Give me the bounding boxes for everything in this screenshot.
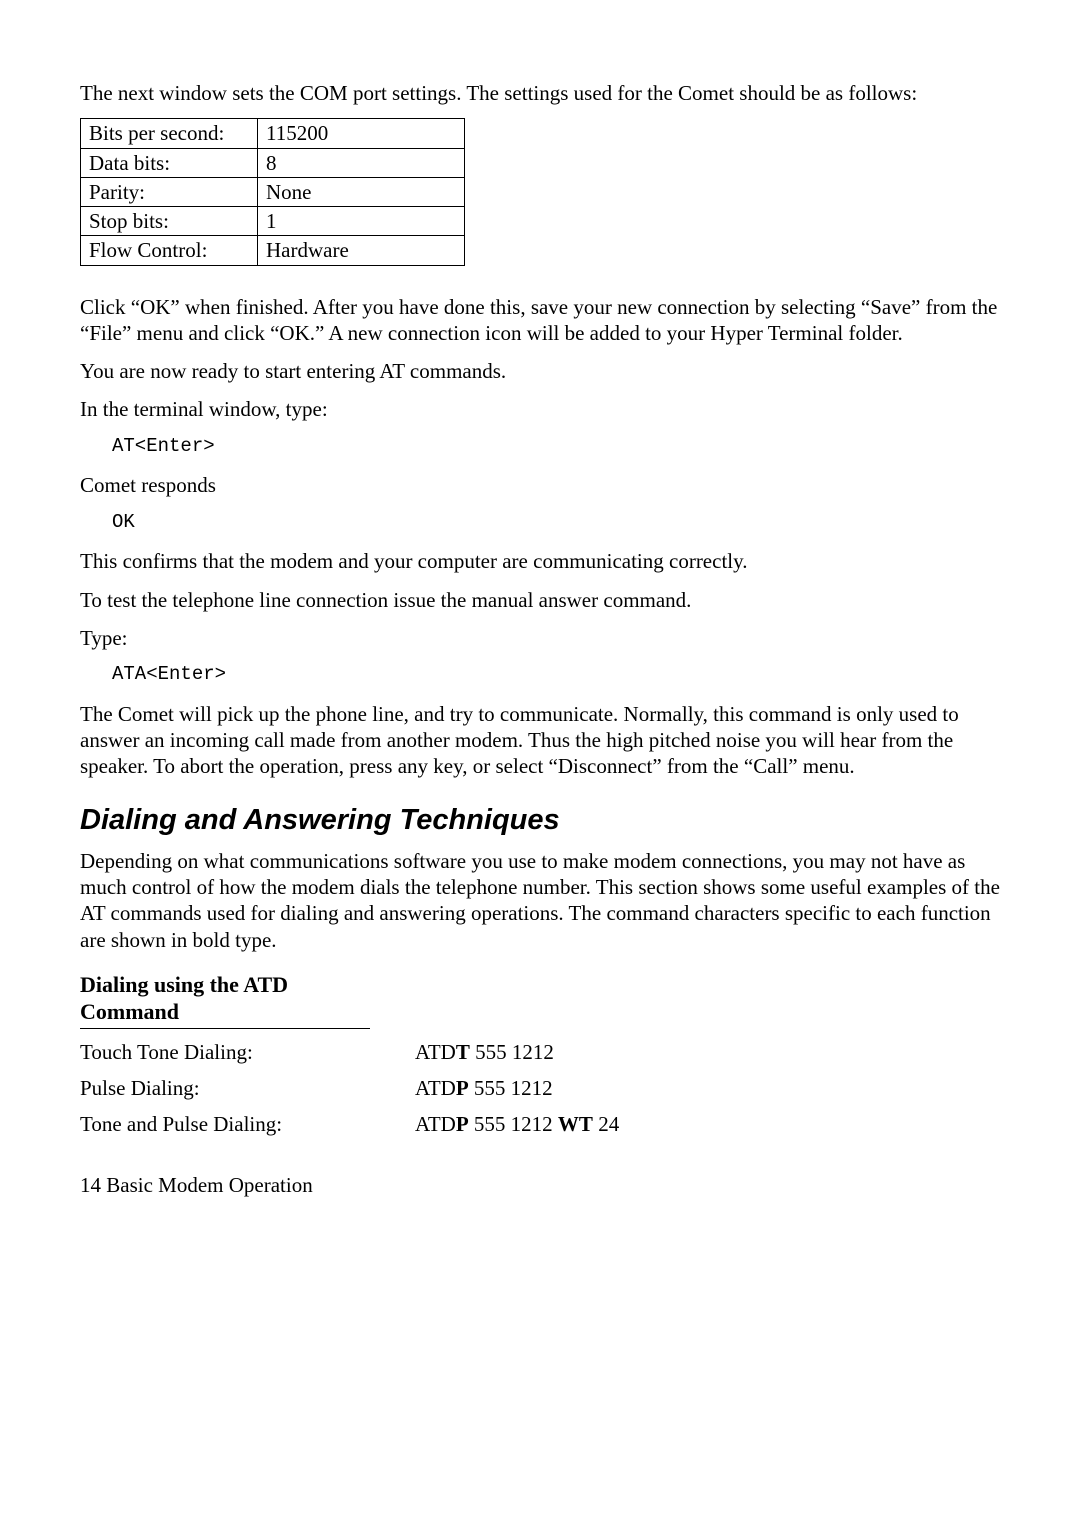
dial-label: Tone and Pulse Dialing: bbox=[80, 1111, 415, 1137]
setting-label: Parity: bbox=[81, 177, 258, 206]
section-heading: Dialing and Answering Techniques bbox=[80, 802, 1000, 838]
dial-bold: T bbox=[579, 1112, 593, 1136]
table-row: Flow Control: Hardware bbox=[81, 236, 465, 265]
dial-row: Pulse Dialing: ATDP 555 1212 bbox=[80, 1075, 1000, 1101]
page-footer: 14 Basic Modem Operation bbox=[80, 1172, 1000, 1198]
paragraph-pickup: The Comet will pick up the phone line, a… bbox=[80, 701, 1000, 780]
dial-row: Tone and Pulse Dialing: ATDP 555 1212 WT… bbox=[80, 1111, 1000, 1137]
com-settings-body: Bits per second: 115200 Data bits: 8 Par… bbox=[81, 119, 465, 265]
command-ata: ATA<Enter> bbox=[112, 663, 1000, 687]
dial-prefix: ATD bbox=[415, 1112, 456, 1136]
dial-row: Touch Tone Dialing: ATDT 555 1212 bbox=[80, 1039, 1000, 1065]
paragraph-ready: You are now ready to start entering AT c… bbox=[80, 358, 1000, 384]
intro-paragraph: The next window sets the COM port settin… bbox=[80, 80, 1000, 106]
paragraph-comet-responds: Comet responds bbox=[80, 472, 1000, 498]
table-row: Parity: None bbox=[81, 177, 465, 206]
dial-value: ATDT 555 1212 bbox=[415, 1039, 554, 1065]
paragraph-test: To test the telephone line connection is… bbox=[80, 587, 1000, 613]
dial-value: ATDP 555 1212 WT 24 bbox=[415, 1111, 619, 1137]
dial-prefix: ATD bbox=[415, 1040, 456, 1064]
setting-label: Flow Control: bbox=[81, 236, 258, 265]
setting-label: Data bits: bbox=[81, 148, 258, 177]
table-row: Bits per second: 115200 bbox=[81, 119, 465, 148]
table-row: Data bits: 8 bbox=[81, 148, 465, 177]
dial-bold: T bbox=[456, 1040, 470, 1064]
table-row: Stop bits: 1 bbox=[81, 207, 465, 236]
setting-value: 1 bbox=[258, 207, 465, 236]
dial-label: Pulse Dialing: bbox=[80, 1075, 415, 1101]
setting-value: 115200 bbox=[258, 119, 465, 148]
section-paragraph: Depending on what communications softwar… bbox=[80, 848, 1000, 953]
dial-tail: 24 bbox=[593, 1112, 619, 1136]
dial-bold: P bbox=[456, 1112, 469, 1136]
dial-mid: 555 1212 bbox=[470, 1040, 554, 1064]
command-at: AT<Enter> bbox=[112, 435, 1000, 459]
paragraph-click-ok: Click “OK” when finished. After you have… bbox=[80, 294, 1000, 347]
command-ok: OK bbox=[112, 511, 1000, 535]
setting-value: Hardware bbox=[258, 236, 465, 265]
dial-value: ATDP 555 1212 bbox=[415, 1075, 553, 1101]
paragraph-confirm: This confirms that the modem and your co… bbox=[80, 548, 1000, 574]
setting-value: None bbox=[258, 177, 465, 206]
setting-label: Stop bits: bbox=[81, 207, 258, 236]
dial-prefix: ATD bbox=[415, 1076, 456, 1100]
com-settings-table: Bits per second: 115200 Data bits: 8 Par… bbox=[80, 118, 465, 265]
sub-heading: Dialing using the ATD Command bbox=[80, 971, 370, 1029]
setting-label: Bits per second: bbox=[81, 119, 258, 148]
dial-mid: 555 1212 bbox=[469, 1076, 553, 1100]
paragraph-terminal: In the terminal window, type: bbox=[80, 396, 1000, 422]
paragraph-type: Type: bbox=[80, 625, 1000, 651]
dial-label: Touch Tone Dialing: bbox=[80, 1039, 415, 1065]
dial-bold: P bbox=[456, 1076, 469, 1100]
dial-mid: 555 1212 bbox=[469, 1112, 558, 1136]
setting-value: 8 bbox=[258, 148, 465, 177]
dial-bold: W bbox=[558, 1112, 579, 1136]
